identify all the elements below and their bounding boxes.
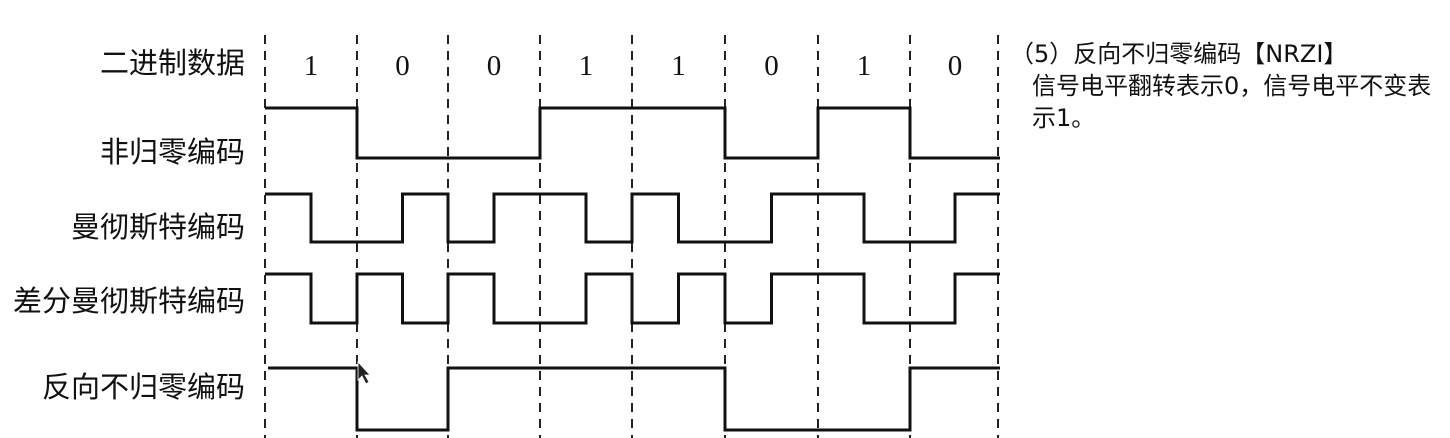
bit-label-0: 1 (304, 50, 319, 82)
nrz-waveform (265, 106, 1000, 160)
manchester-waveform (265, 192, 1000, 244)
row-label-binary: 二进制数据 (100, 46, 245, 80)
diff-manchester-waveform (265, 272, 1000, 325)
bit-label-6: 1 (857, 50, 872, 82)
bit-label-3: 1 (579, 50, 594, 82)
bit-label-7: 0 (948, 50, 963, 82)
bit-label-2: 0 (487, 50, 502, 82)
row-label-diff-manchester: 差分曼彻斯特编码 (13, 284, 245, 318)
note-body: 信号电平翻转表示0，信号电平不变表示1。 (1032, 72, 1432, 132)
bit-labels: 1 0 0 1 1 0 1 0 (304, 50, 963, 82)
bit-dividers (264, 35, 999, 438)
bit-label-5: 0 (764, 50, 779, 82)
row-label-manchester: 曼彻斯特编码 (71, 210, 245, 244)
nrzi-waveform (268, 366, 1000, 432)
nrzi-description: （5）反向不归零编码【NRZI】 信号电平翻转表示0，信号电平不变表示1。 (1010, 38, 1445, 134)
row-label-nrzi: 反向不归零编码 (42, 370, 245, 404)
bit-label-4: 1 (671, 50, 686, 82)
note-title: （5）反向不归零编码【NRZI】 (1010, 40, 1348, 68)
bit-label-1: 0 (395, 50, 410, 82)
mouse-pointer-icon (357, 360, 371, 385)
row-label-nrz: 非归零编码 (100, 135, 245, 169)
